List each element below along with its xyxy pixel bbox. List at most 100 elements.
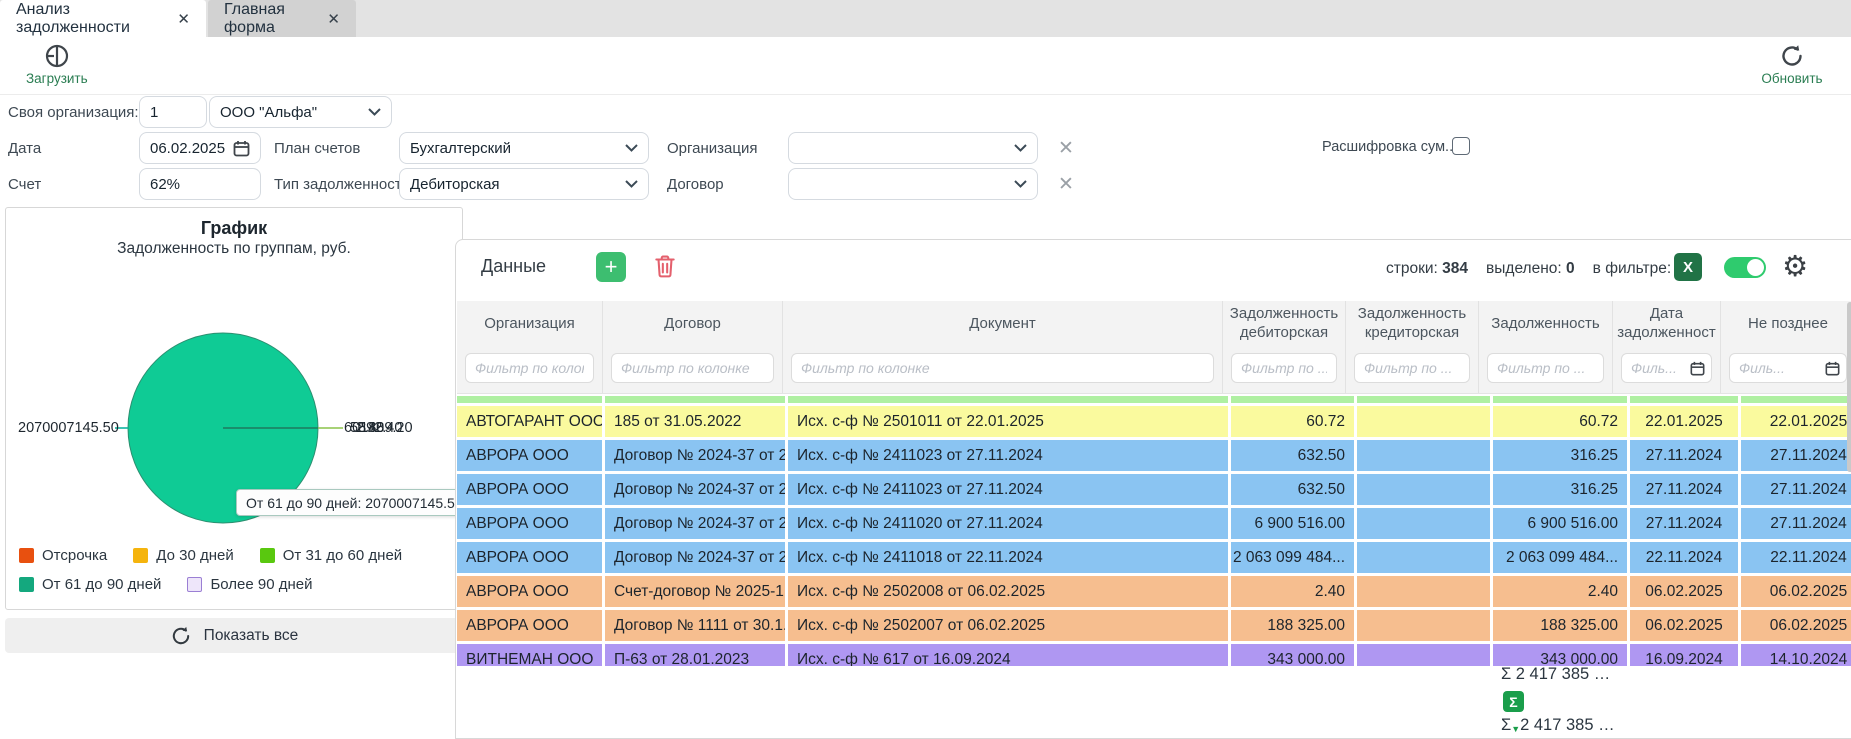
close-icon[interactable]: ✕ bbox=[177, 10, 190, 28]
sum-button[interactable]: Σ bbox=[1503, 691, 1524, 712]
calendar-icon[interactable] bbox=[1690, 361, 1705, 376]
legend-item[interactable]: От 61 до 90 дней bbox=[19, 576, 161, 593]
cell-not_later: 14.10.2024 bbox=[1741, 644, 1851, 666]
column-header[interactable]: Задолженность дебиторская bbox=[1222, 301, 1345, 347]
column-filter-input[interactable] bbox=[465, 353, 594, 383]
column-filter-input[interactable] bbox=[1631, 360, 1686, 376]
column-header[interactable]: Задолженность bbox=[1478, 301, 1612, 347]
own-org-value: ООО "Альфа" bbox=[220, 104, 368, 121]
pie-tooltip: От 61 до 90 дней: 2070007145.50 bbox=[236, 489, 473, 516]
legend-label: Отсрочка bbox=[42, 547, 107, 564]
chevron-down-icon bbox=[1014, 144, 1027, 152]
vertical-scrollbar[interactable] bbox=[1847, 302, 1851, 472]
cell-org: АВРОРА ООО bbox=[457, 508, 602, 539]
column-filter-input[interactable] bbox=[791, 353, 1214, 383]
toolbar: Загрузить Обновить bbox=[0, 37, 1851, 95]
debt-chart-panel: График Задолженность по группам, руб. 20… bbox=[5, 207, 463, 610]
chart-of-accounts-select[interactable]: Бухгалтерский bbox=[399, 132, 649, 164]
cell-org: АВРОРА ООО bbox=[457, 576, 602, 607]
column-header[interactable]: Документ bbox=[782, 301, 1222, 347]
cell-debt: 6 900 516.00 bbox=[1493, 508, 1627, 539]
own-org-code-field[interactable] bbox=[139, 96, 207, 128]
refresh-icon bbox=[1779, 43, 1805, 69]
tab-main-form[interactable]: Главная форма ✕ bbox=[208, 0, 356, 37]
table-row[interactable]: АВРОРА ОООДоговор № 1111 от 30.1...Исх. … bbox=[457, 610, 1851, 641]
account-label: Счет bbox=[8, 176, 41, 193]
cell-date: 27.11.2024 bbox=[1630, 508, 1738, 539]
own-org-label: Своя организация: bbox=[8, 104, 139, 121]
date-field[interactable]: 06.02.2025 bbox=[139, 132, 261, 164]
organization-select[interactable] bbox=[788, 132, 1038, 164]
export-excel-button[interactable]: X bbox=[1674, 253, 1702, 281]
cell-not_later: 22.01.2025 bbox=[1741, 406, 1851, 437]
own-org-select[interactable]: ООО "Альфа" bbox=[209, 96, 392, 128]
column-filter-input[interactable] bbox=[1487, 353, 1604, 383]
column-header[interactable]: Дата задолженност bbox=[1612, 301, 1720, 347]
gear-icon[interactable]: ⚙ bbox=[1782, 249, 1808, 283]
column-filter-input[interactable] bbox=[1231, 353, 1337, 383]
pie-slice-label: 2.40 bbox=[356, 420, 384, 436]
legend-item[interactable]: До 30 дней bbox=[133, 547, 233, 564]
calendar-icon[interactable] bbox=[1825, 361, 1840, 376]
debt-type-select[interactable]: Дебиторская bbox=[399, 168, 649, 200]
legend-item[interactable]: От 31 до 60 дней bbox=[260, 547, 402, 564]
delete-icon[interactable] bbox=[652, 253, 680, 281]
tab-debt-analysis[interactable]: Анализ задолженности ✕ bbox=[0, 0, 206, 37]
cell-doc: Исх. с-ф № 2502007 от 06.02.2025 bbox=[788, 610, 1228, 641]
table-row[interactable]: АВТОГАРАНТ ООО185 от 31.05.2022Исх. с-ф … bbox=[457, 406, 1851, 437]
table-row[interactable]: АВРОРА ОООДоговор № 2024-37 от 2...Исх. … bbox=[457, 474, 1851, 505]
cell-debit: 632.50 bbox=[1231, 474, 1354, 505]
column-sum-total: Σ 2 417 385 … bbox=[1501, 665, 1610, 684]
legend-item[interactable]: Более 90 дней bbox=[187, 576, 312, 593]
contract-select[interactable] bbox=[788, 168, 1038, 200]
show-all-button[interactable]: Показать все bbox=[5, 618, 463, 653]
load-button[interactable]: Загрузить bbox=[26, 43, 88, 86]
filter-cell bbox=[782, 347, 1222, 393]
legend-item[interactable]: Отсрочка bbox=[19, 547, 107, 564]
legend-swatch bbox=[133, 548, 148, 563]
cell-org: АВРОРА ООО bbox=[457, 542, 602, 573]
column-header[interactable]: Договор bbox=[602, 301, 782, 347]
close-icon[interactable]: ✕ bbox=[327, 10, 340, 28]
cell-debt: 2.40 bbox=[1493, 576, 1627, 607]
debt-type-value: Дебиторская bbox=[410, 176, 625, 193]
table-row[interactable]: АВРОРА ОООСчет-договор № 2025-1 ...Исх. … bbox=[457, 576, 1851, 607]
chart-legend-row: От 61 до 90 дней Более 90 дней bbox=[19, 576, 313, 593]
add-row-button[interactable]: + bbox=[596, 252, 626, 282]
cell-doc: Исх. с-ф № 2411023 от 27.11.2024 bbox=[788, 440, 1228, 471]
cell-debit: 60.72 bbox=[1231, 406, 1354, 437]
table-row[interactable]: ВИТНЕМАН ОООП-63 от 28.01.2023Исх. с-ф №… bbox=[457, 644, 1851, 666]
cell-org: АВТОГАРАНТ ООО bbox=[457, 406, 602, 437]
filter-cell bbox=[457, 347, 602, 393]
column-header[interactable]: Задолженность кредиторская bbox=[1345, 301, 1478, 347]
toggle-switch[interactable] bbox=[1724, 257, 1766, 278]
cell-credit bbox=[1357, 508, 1490, 539]
account-field[interactable] bbox=[139, 168, 261, 200]
cell-not_later: 27.11.2024 bbox=[1741, 508, 1851, 539]
rows-count: строки: 384 bbox=[1386, 260, 1468, 278]
cell-date: 06.02.2025 bbox=[1630, 576, 1738, 607]
calendar-icon[interactable] bbox=[233, 140, 250, 157]
cell-debit: 2.40 bbox=[1231, 576, 1354, 607]
tab-label: Главная форма bbox=[224, 1, 315, 37]
column-filter-input[interactable] bbox=[1739, 360, 1821, 376]
column-header[interactable]: Организация bbox=[457, 301, 602, 347]
chevron-down-icon bbox=[625, 144, 638, 152]
column-filter-input[interactable] bbox=[1354, 353, 1470, 383]
column-header[interactable]: Не позднее bbox=[1720, 301, 1851, 347]
cell-org: ВИТНЕМАН ООО bbox=[457, 644, 602, 666]
cell-org: АВРОРА ООО bbox=[457, 610, 602, 641]
refresh-button[interactable]: Обновить bbox=[1756, 43, 1828, 86]
load-label: Загрузить bbox=[26, 71, 88, 86]
date-value: 06.02.2025 bbox=[150, 140, 225, 157]
table-row[interactable]: АВРОРА ОООДоговор № 2024-37 от 2...Исх. … bbox=[457, 542, 1851, 573]
column-filter-input[interactable] bbox=[611, 353, 774, 383]
table-row[interactable]: АВРОРА ОООДоговор № 2024-37 от 2...Исх. … bbox=[457, 440, 1851, 471]
decode-sums-checkbox[interactable] bbox=[1452, 137, 1470, 155]
filter-funnel-icon: ▼ bbox=[1511, 724, 1520, 734]
clear-contract-icon[interactable]: ✕ bbox=[1058, 173, 1074, 196]
tab-label: Анализ задолженности bbox=[16, 1, 165, 37]
clear-organization-icon[interactable]: ✕ bbox=[1058, 137, 1074, 160]
table-row[interactable]: АВРОРА ОООДоговор № 2024-37 от 2...Исх. … bbox=[457, 508, 1851, 539]
table-filter-row bbox=[457, 347, 1851, 394]
